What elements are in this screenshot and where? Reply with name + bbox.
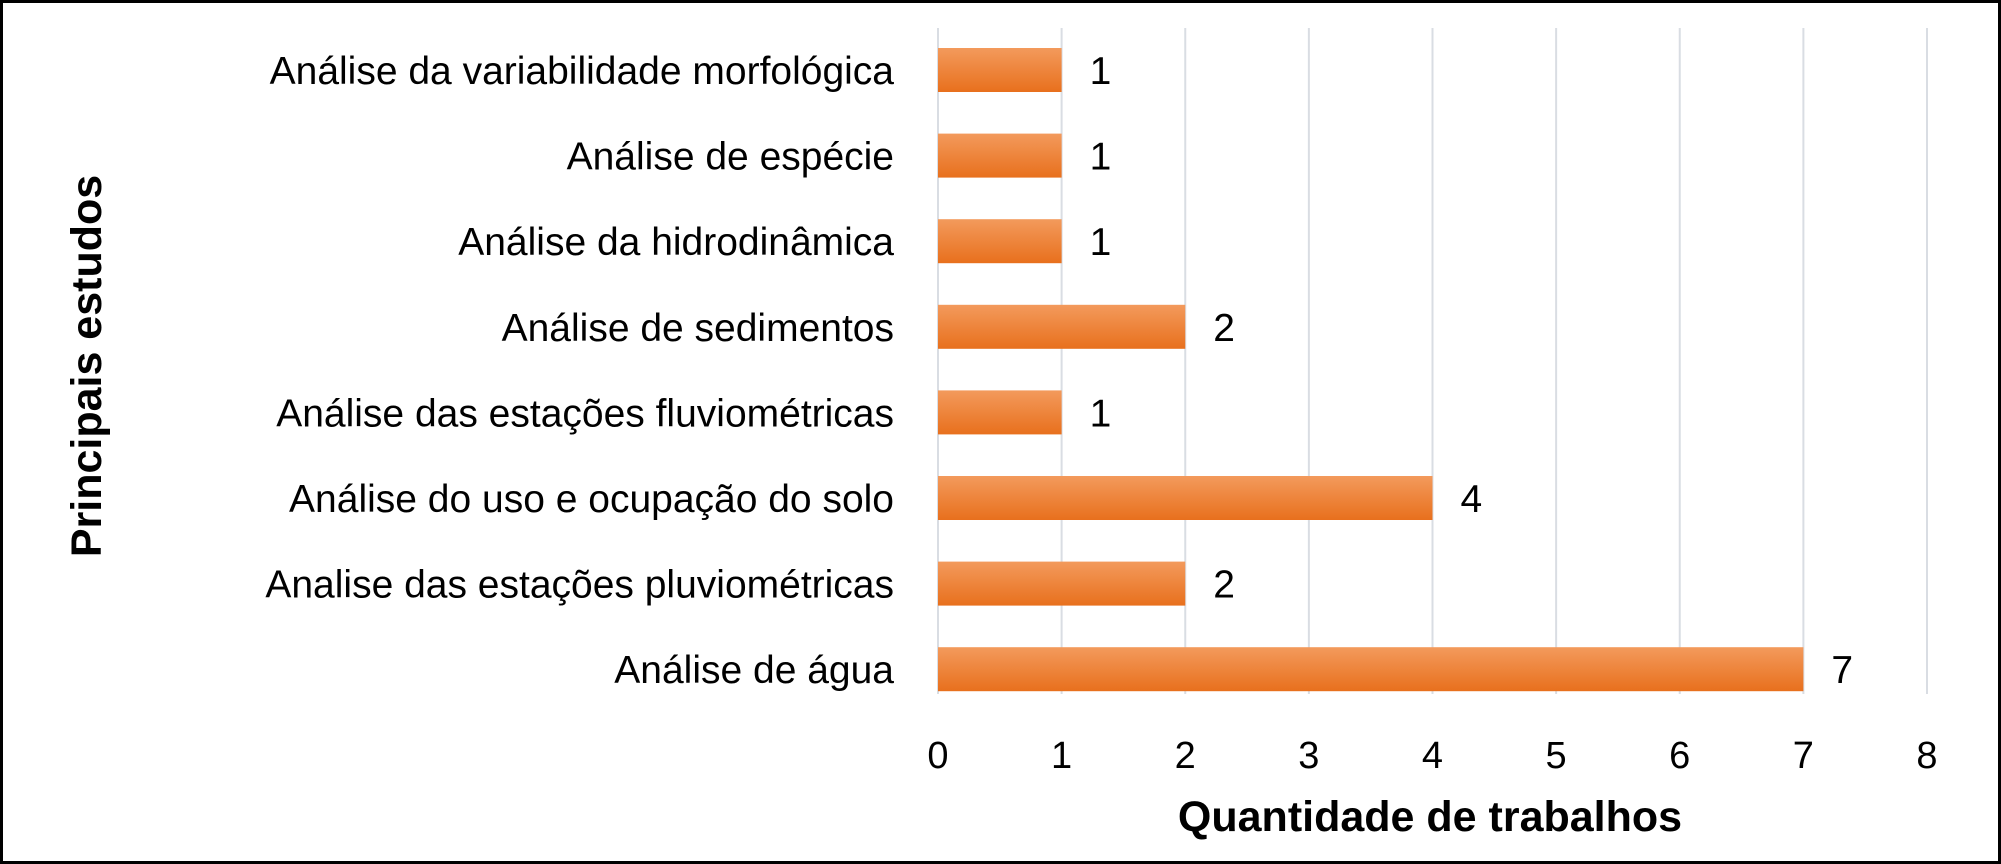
x-tick-label: 7 [1793,735,1814,777]
x-tick-label: 6 [1669,735,1690,777]
bar [938,133,1062,178]
bar [938,304,1186,349]
bar [938,647,1804,692]
data-label: 2 [1213,307,1235,350]
x-tick-label: 5 [1546,735,1567,777]
data-label: 1 [1090,392,1112,435]
x-tick-label: 3 [1298,735,1319,777]
data-label: 1 [1090,50,1112,93]
category-label: Análise das estações fluviométricas [276,392,894,435]
y-axis-title: Principais estudos [63,175,111,557]
labels: 0 1 2 3 4 5 6 7 8 Análise da variabilidade morfol… [265,50,1937,777]
x-tick-label: 0 [927,735,948,777]
category-label: Analise das estações pluviométricas [265,564,894,607]
category-label: Análise da variabilidade morfológica [270,50,895,93]
bar [938,476,1433,520]
bar [938,390,1062,435]
x-tick-label: 4 [1422,735,1443,777]
bar [938,48,1062,92]
bar [938,561,1186,606]
category-label: Análise de sedimentos [502,307,894,350]
x-tick-label: 8 [1916,735,1937,777]
bar [938,219,1062,264]
category-label: Análise de espécie [567,136,894,179]
category-label: Análise do uso e ocupação do solo [289,478,894,521]
x-tick-label: 1 [1051,735,1072,777]
data-label: 1 [1090,136,1112,179]
x-tick-label: 2 [1175,735,1196,777]
bars [938,48,1804,692]
category-label: Análise da hidrodinâmica [458,221,894,264]
data-label: 4 [1461,478,1483,521]
category-label: Análise de água [614,649,894,692]
data-label: 1 [1090,221,1112,264]
data-label: 7 [1831,649,1853,692]
x-axis-title: Quantidade de trabalhos [1178,793,1682,841]
data-label: 2 [1213,564,1235,607]
